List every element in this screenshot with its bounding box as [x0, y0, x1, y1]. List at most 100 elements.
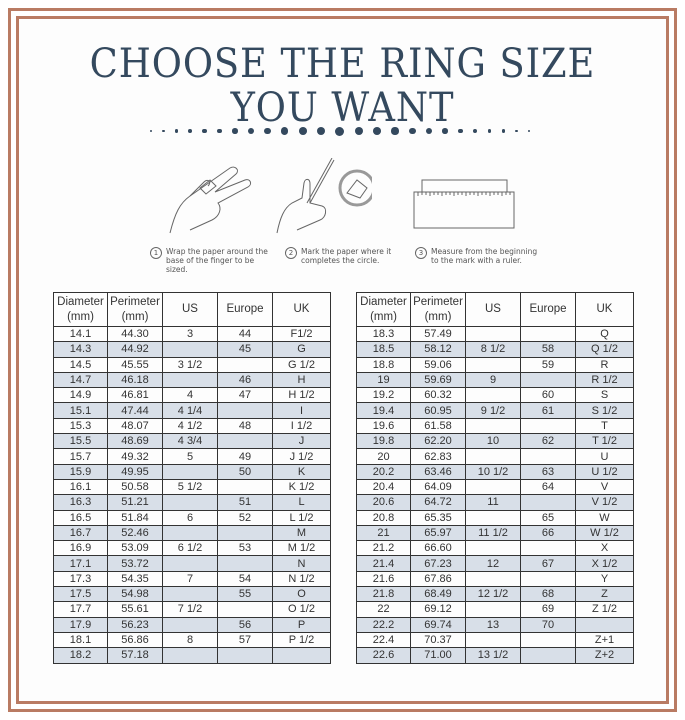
cell-diameter: 18.5 [356, 341, 411, 358]
cell-diameter: 22.2 [356, 616, 411, 633]
cell-europe [217, 555, 273, 572]
cell-uk: G 1/2 [272, 356, 331, 373]
cell-diameter: 14.1 [53, 325, 108, 343]
cell-europe: 62 [520, 433, 576, 450]
cell-uk: K [272, 463, 331, 480]
cell-us: 3 [162, 325, 218, 343]
cell-perimeter: 59.06 [410, 356, 466, 373]
cell-uk: M [272, 524, 331, 542]
cell-europe: 66 [520, 524, 576, 542]
table-row: 16.9 53.09 6 1/2 53 M 1/2 [53, 540, 331, 557]
cell-europe: 69 [520, 601, 576, 618]
cell-europe [217, 524, 273, 542]
table-row: 17.5 54.98 55 O [53, 586, 331, 603]
cell-diameter: 19.2 [356, 387, 411, 404]
cell-us: 12 [465, 555, 521, 572]
cell-europe [520, 325, 576, 343]
header-diameter: Diameter (mm) [356, 292, 411, 327]
cell-perimeter: 57.18 [107, 647, 163, 664]
table-row: 18.1 56.86 8 57 P 1/2 [53, 631, 331, 649]
cell-uk: G [272, 341, 331, 358]
header-us: US [162, 292, 218, 327]
cell-uk: H 1/2 [272, 387, 331, 404]
cell-us: 3 1/2 [162, 356, 218, 373]
cell-europe: 45 [217, 341, 273, 358]
cell-europe [217, 356, 273, 373]
table-row: 22.4 70.37 Z+1 [356, 631, 634, 649]
divider-dot [188, 129, 193, 133]
cell-uk: Z 1/2 [575, 601, 634, 618]
cell-diameter: 20.6 [356, 494, 411, 511]
cell-perimeter: 67.23 [410, 555, 466, 572]
cell-uk: M 1/2 [272, 540, 331, 557]
divider-dot [202, 128, 207, 134]
cell-diameter: 14.5 [53, 356, 108, 373]
cell-diameter: 20.8 [356, 509, 411, 526]
header-europe: Europe [217, 292, 273, 327]
cell-europe [217, 402, 273, 419]
cell-us: 8 [162, 631, 218, 649]
cell-uk: I [272, 402, 331, 419]
cell-perimeter: 51.84 [107, 509, 163, 526]
table-row: 18.5 58.12 8 1/2 58 Q 1/2 [356, 341, 634, 358]
cell-diameter: 15.1 [53, 402, 108, 419]
cell-diameter: 17.9 [53, 616, 108, 633]
step-3: 3 Measure from the beginning to the mark… [415, 247, 546, 265]
step-text: Wrap the paper around the base of the fi… [166, 247, 268, 274]
step-2: 2 Mark the paper where it completes the … [285, 247, 396, 265]
cell-diameter: 18.2 [53, 647, 108, 664]
cell-europe [217, 647, 273, 664]
cell-us [162, 616, 218, 633]
cell-us: 11 [465, 494, 521, 511]
cell-diameter: 17.3 [53, 570, 108, 588]
cell-diameter: 22.6 [356, 647, 411, 664]
cell-diameter: 21 [356, 524, 411, 542]
cell-uk: T 1/2 [575, 433, 634, 450]
table-row: 22 69.12 69 Z 1/2 [356, 601, 634, 618]
cell-diameter: 18.3 [356, 325, 411, 343]
cell-us [465, 570, 521, 588]
cell-europe: 44 [217, 325, 273, 343]
cell-us: 7 [162, 570, 218, 588]
divider-dot [264, 127, 271, 135]
cell-uk: S [575, 387, 634, 404]
cell-diameter: 19.6 [356, 417, 411, 435]
cell-diameter: 16.1 [53, 478, 108, 496]
table-row: 21.2 66.60 X [356, 540, 634, 557]
cell-uk: R [575, 356, 634, 373]
cell-perimeter: 63.46 [410, 463, 466, 480]
cell-us: 11 1/2 [465, 524, 521, 542]
cell-perimeter: 60.95 [410, 402, 466, 419]
table-row: 18.2 57.18 [53, 647, 331, 664]
cell-europe: 48 [217, 417, 273, 435]
table-row: 20 62.83 U [356, 448, 634, 465]
cell-us: 4 1/2 [162, 417, 218, 435]
divider-dot [316, 126, 326, 136]
cell-perimeter: 64.09 [410, 478, 466, 496]
cell-diameter: 18.1 [53, 631, 108, 649]
cell-diameter: 19.8 [356, 433, 411, 450]
divider-dot [425, 127, 432, 135]
divider-dot [335, 126, 345, 136]
cell-perimeter: 66.60 [410, 540, 466, 557]
cell-us: 13 1/2 [465, 647, 521, 664]
divider-dot [217, 128, 222, 134]
cell-europe: 60 [520, 387, 576, 404]
cell-diameter: 22.4 [356, 631, 411, 649]
table-row: 16.1 50.58 5 1/2 K 1/2 [53, 478, 331, 496]
cell-uk: N 1/2 [272, 570, 331, 588]
cell-uk: Z+1 [575, 631, 634, 649]
cell-uk: V [575, 478, 634, 496]
cell-perimeter: 53.09 [107, 540, 163, 557]
cell-diameter: 15.9 [53, 463, 108, 480]
cell-uk: L [272, 494, 331, 511]
cell-europe [520, 494, 576, 511]
dot-divider [150, 124, 530, 138]
cell-us: 6 1/2 [162, 540, 218, 557]
cell-uk: Z [575, 586, 634, 603]
cell-perimeter: 57.49 [410, 325, 466, 343]
header-europe: Europe [520, 292, 576, 327]
cell-europe [520, 570, 576, 588]
cell-uk: T [575, 417, 634, 435]
step-text: Mark the paper where it completes the ci… [301, 247, 392, 265]
